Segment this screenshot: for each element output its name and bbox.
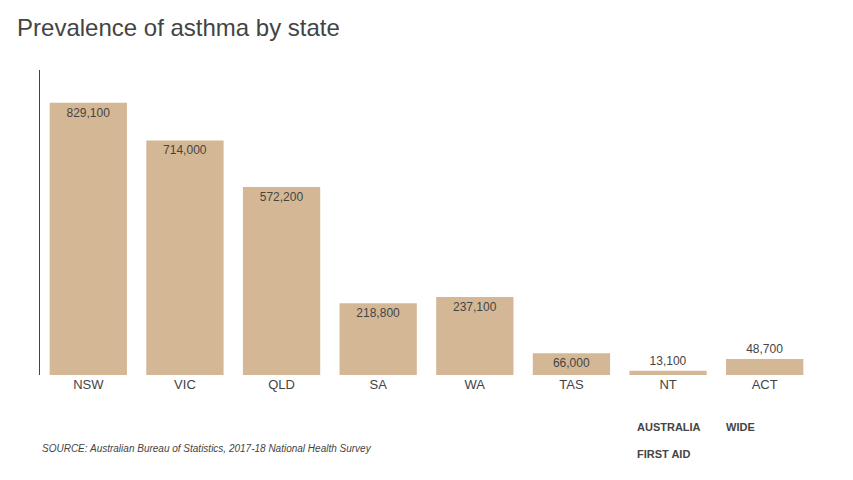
svg-text:NSW: NSW (73, 377, 104, 392)
svg-text:FIRST AID: FIRST AID (637, 448, 690, 460)
svg-text:829,100: 829,100 (66, 106, 110, 120)
svg-text:QLD: QLD (268, 377, 295, 392)
svg-text:48,700: 48,700 (746, 342, 783, 356)
svg-text:WIDE: WIDE (726, 421, 755, 433)
svg-text:TAS: TAS (559, 377, 584, 392)
svg-text:VIC: VIC (174, 377, 196, 392)
svg-text:Prevalence of asthma by state: Prevalence of asthma by state (17, 14, 340, 41)
svg-text:218,800: 218,800 (356, 306, 400, 320)
svg-text:ACT: ACT (752, 377, 778, 392)
svg-text:NT: NT (659, 377, 676, 392)
svg-text:SA: SA (370, 377, 388, 392)
svg-text:SOURCE: Australian Bureau of S: SOURCE: Australian Bureau of Statistics,… (42, 443, 372, 454)
svg-text:WA: WA (465, 377, 486, 392)
svg-text:AUSTRALIA: AUSTRALIA (637, 421, 701, 433)
svg-text:66,000: 66,000 (553, 356, 590, 370)
svg-text:572,200: 572,200 (260, 190, 304, 204)
svg-text:237,100: 237,100 (453, 300, 497, 314)
svg-text:13,100: 13,100 (650, 354, 687, 368)
svg-text:714,000: 714,000 (163, 143, 207, 157)
